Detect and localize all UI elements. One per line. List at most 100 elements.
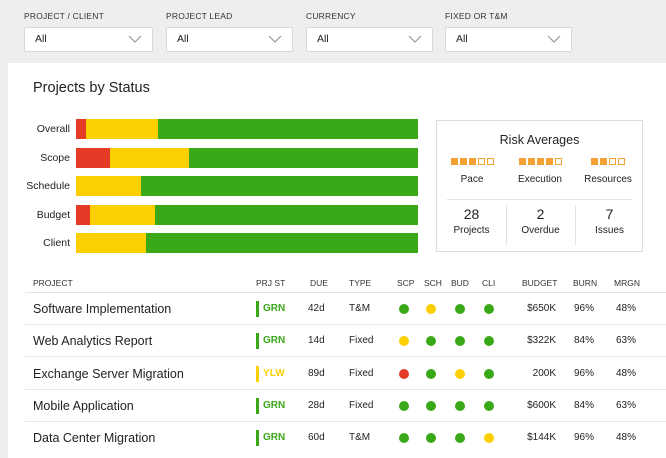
risk-square-filled <box>459 158 467 165</box>
type-cell: T&M <box>349 303 371 314</box>
table-row[interactable]: Mobile Application GRN 28d Fixed $600K 8… <box>8 390 666 422</box>
risk-title: Risk Averages <box>499 133 580 147</box>
status-bar[interactable] <box>76 233 418 253</box>
budget-cell: 200K <box>532 368 556 379</box>
risk-square-filled <box>536 158 544 165</box>
margin-cell: 63% <box>616 400 637 411</box>
select-value: All <box>317 33 329 45</box>
stat-label: Overdue <box>521 225 560 236</box>
project-name: Mobile Application <box>33 399 134 413</box>
stat-projects[interactable]: 28 Projects <box>437 201 506 247</box>
project-client-select[interactable]: All <box>24 27 153 52</box>
due-cell: 60d <box>308 432 325 443</box>
col-header-sch[interactable]: SCH <box>424 278 442 288</box>
margin-cell: 63% <box>616 335 637 346</box>
stat-overdue[interactable]: 2 Overdue <box>506 201 575 247</box>
status-bar[interactable] <box>76 119 418 139</box>
col-header-bud[interactable]: BUD <box>451 278 469 288</box>
col-header-type[interactable]: TYPE <box>349 278 372 288</box>
filter-label: FIXED OR T&M <box>445 11 508 21</box>
client-status-dot <box>484 304 494 314</box>
risk-square-filled <box>545 158 553 165</box>
fixed-or-tm-select[interactable]: All <box>445 27 572 52</box>
project-lead-select[interactable]: All <box>166 27 293 52</box>
table-row[interactable]: Web Analytics Report GRN 14d Fixed $322K… <box>8 325 666 357</box>
risk-averages-card: Risk Averages Pace Execution Resources 2… <box>436 120 643 252</box>
divider <box>25 292 666 293</box>
col-header-margin[interactable]: MRGN <box>614 278 640 288</box>
type-cell: Fixed <box>349 335 374 346</box>
risk-metric-resources: Resources <box>574 158 642 185</box>
table-row[interactable]: Exchange Server Migration YLW 89d Fixed … <box>8 358 666 390</box>
budget-status-dot <box>455 369 465 379</box>
client-status-dot <box>484 401 494 411</box>
col-header-status[interactable]: PRJ ST <box>256 278 286 288</box>
risk-metric-label: Execution <box>518 174 562 185</box>
status-row-label: Overall <box>36 123 70 135</box>
schedule-status-dot <box>426 433 436 443</box>
panel-title: Projects by Status <box>33 80 150 96</box>
status-text: GRN <box>263 432 286 443</box>
stat-issues[interactable]: 7 Issues <box>575 201 644 247</box>
scope-status-dot <box>399 369 409 379</box>
stat-value: 28 <box>463 206 480 222</box>
status-indicator <box>256 430 259 446</box>
status-row-label: Client <box>43 237 70 249</box>
stat-value: 2 <box>536 206 545 222</box>
project-name: Web Analytics Report <box>33 334 153 348</box>
risk-square-empty <box>554 158 562 165</box>
schedule-status-dot <box>426 369 436 379</box>
status-row-label: Schedule <box>26 180 70 192</box>
bar-segment-yellow <box>86 119 159 139</box>
risk-square-filled <box>600 158 607 165</box>
filters-bar: PROJECT / CLIENT All PROJECT LEAD All CU… <box>0 0 666 62</box>
budget-cell: $322K <box>527 335 556 346</box>
filter-project-lead: PROJECT LEAD All <box>166 10 293 52</box>
risk-square-empty <box>477 158 485 165</box>
stat-value: 7 <box>605 206 614 222</box>
project-name: Data Center Migration <box>33 431 156 445</box>
col-header-due[interactable]: DUE <box>310 278 328 288</box>
table-header: PROJECT PRJ ST DUE TYPE SCP SCH BUD CLI … <box>8 275 666 293</box>
col-header-burn[interactable]: BURN <box>573 278 598 288</box>
status-text: GRN <box>263 335 286 346</box>
status-bar[interactable] <box>76 205 418 225</box>
risk-square-filled <box>468 158 476 165</box>
budget-cell: $144K <box>527 432 556 443</box>
burn-cell: 84% <box>574 335 595 346</box>
budget-status-dot <box>455 336 465 346</box>
col-header-cli[interactable]: CLI <box>482 278 496 288</box>
divider <box>25 421 666 422</box>
risk-metric-execution: Execution <box>506 158 574 185</box>
status-bar[interactable] <box>76 148 418 168</box>
scope-status-dot <box>399 304 409 314</box>
type-cell: T&M <box>349 432 371 443</box>
currency-select[interactable]: All <box>306 27 433 52</box>
bar-segment-green <box>140 176 418 196</box>
filter-currency: CURRENCY All <box>306 10 433 52</box>
scope-status-dot <box>399 336 409 346</box>
risk-square-empty <box>618 158 625 165</box>
schedule-status-dot <box>426 336 436 346</box>
risk-square-filled <box>527 158 535 165</box>
margin-cell: 48% <box>616 303 637 314</box>
status-row-label: Budget <box>36 209 70 221</box>
bar-segment-yellow <box>110 148 189 168</box>
stat-label: Projects <box>453 225 490 236</box>
scope-status-dot <box>399 401 409 411</box>
scope-status-dot <box>399 433 409 443</box>
risk-squares <box>574 158 642 166</box>
divider <box>447 199 632 200</box>
status-bar[interactable] <box>76 176 418 196</box>
margin-cell: 48% <box>616 432 637 443</box>
table-row[interactable]: Data Center Migration GRN 60d T&M $144K … <box>8 422 666 454</box>
risk-metric-pace: Pace <box>438 158 506 185</box>
col-header-project[interactable]: PROJECT <box>33 278 73 288</box>
col-header-scp[interactable]: SCP <box>397 278 415 288</box>
table-row[interactable]: Software Implementation GRN 42d T&M $650… <box>8 293 666 325</box>
risk-squares <box>438 158 506 166</box>
projects-panel: Projects by Status Overall Scope Schedul… <box>8 63 666 458</box>
bar-segment-green <box>146 233 418 253</box>
burn-cell: 96% <box>574 303 595 314</box>
col-header-budget[interactable]: BUDGET <box>522 278 558 288</box>
